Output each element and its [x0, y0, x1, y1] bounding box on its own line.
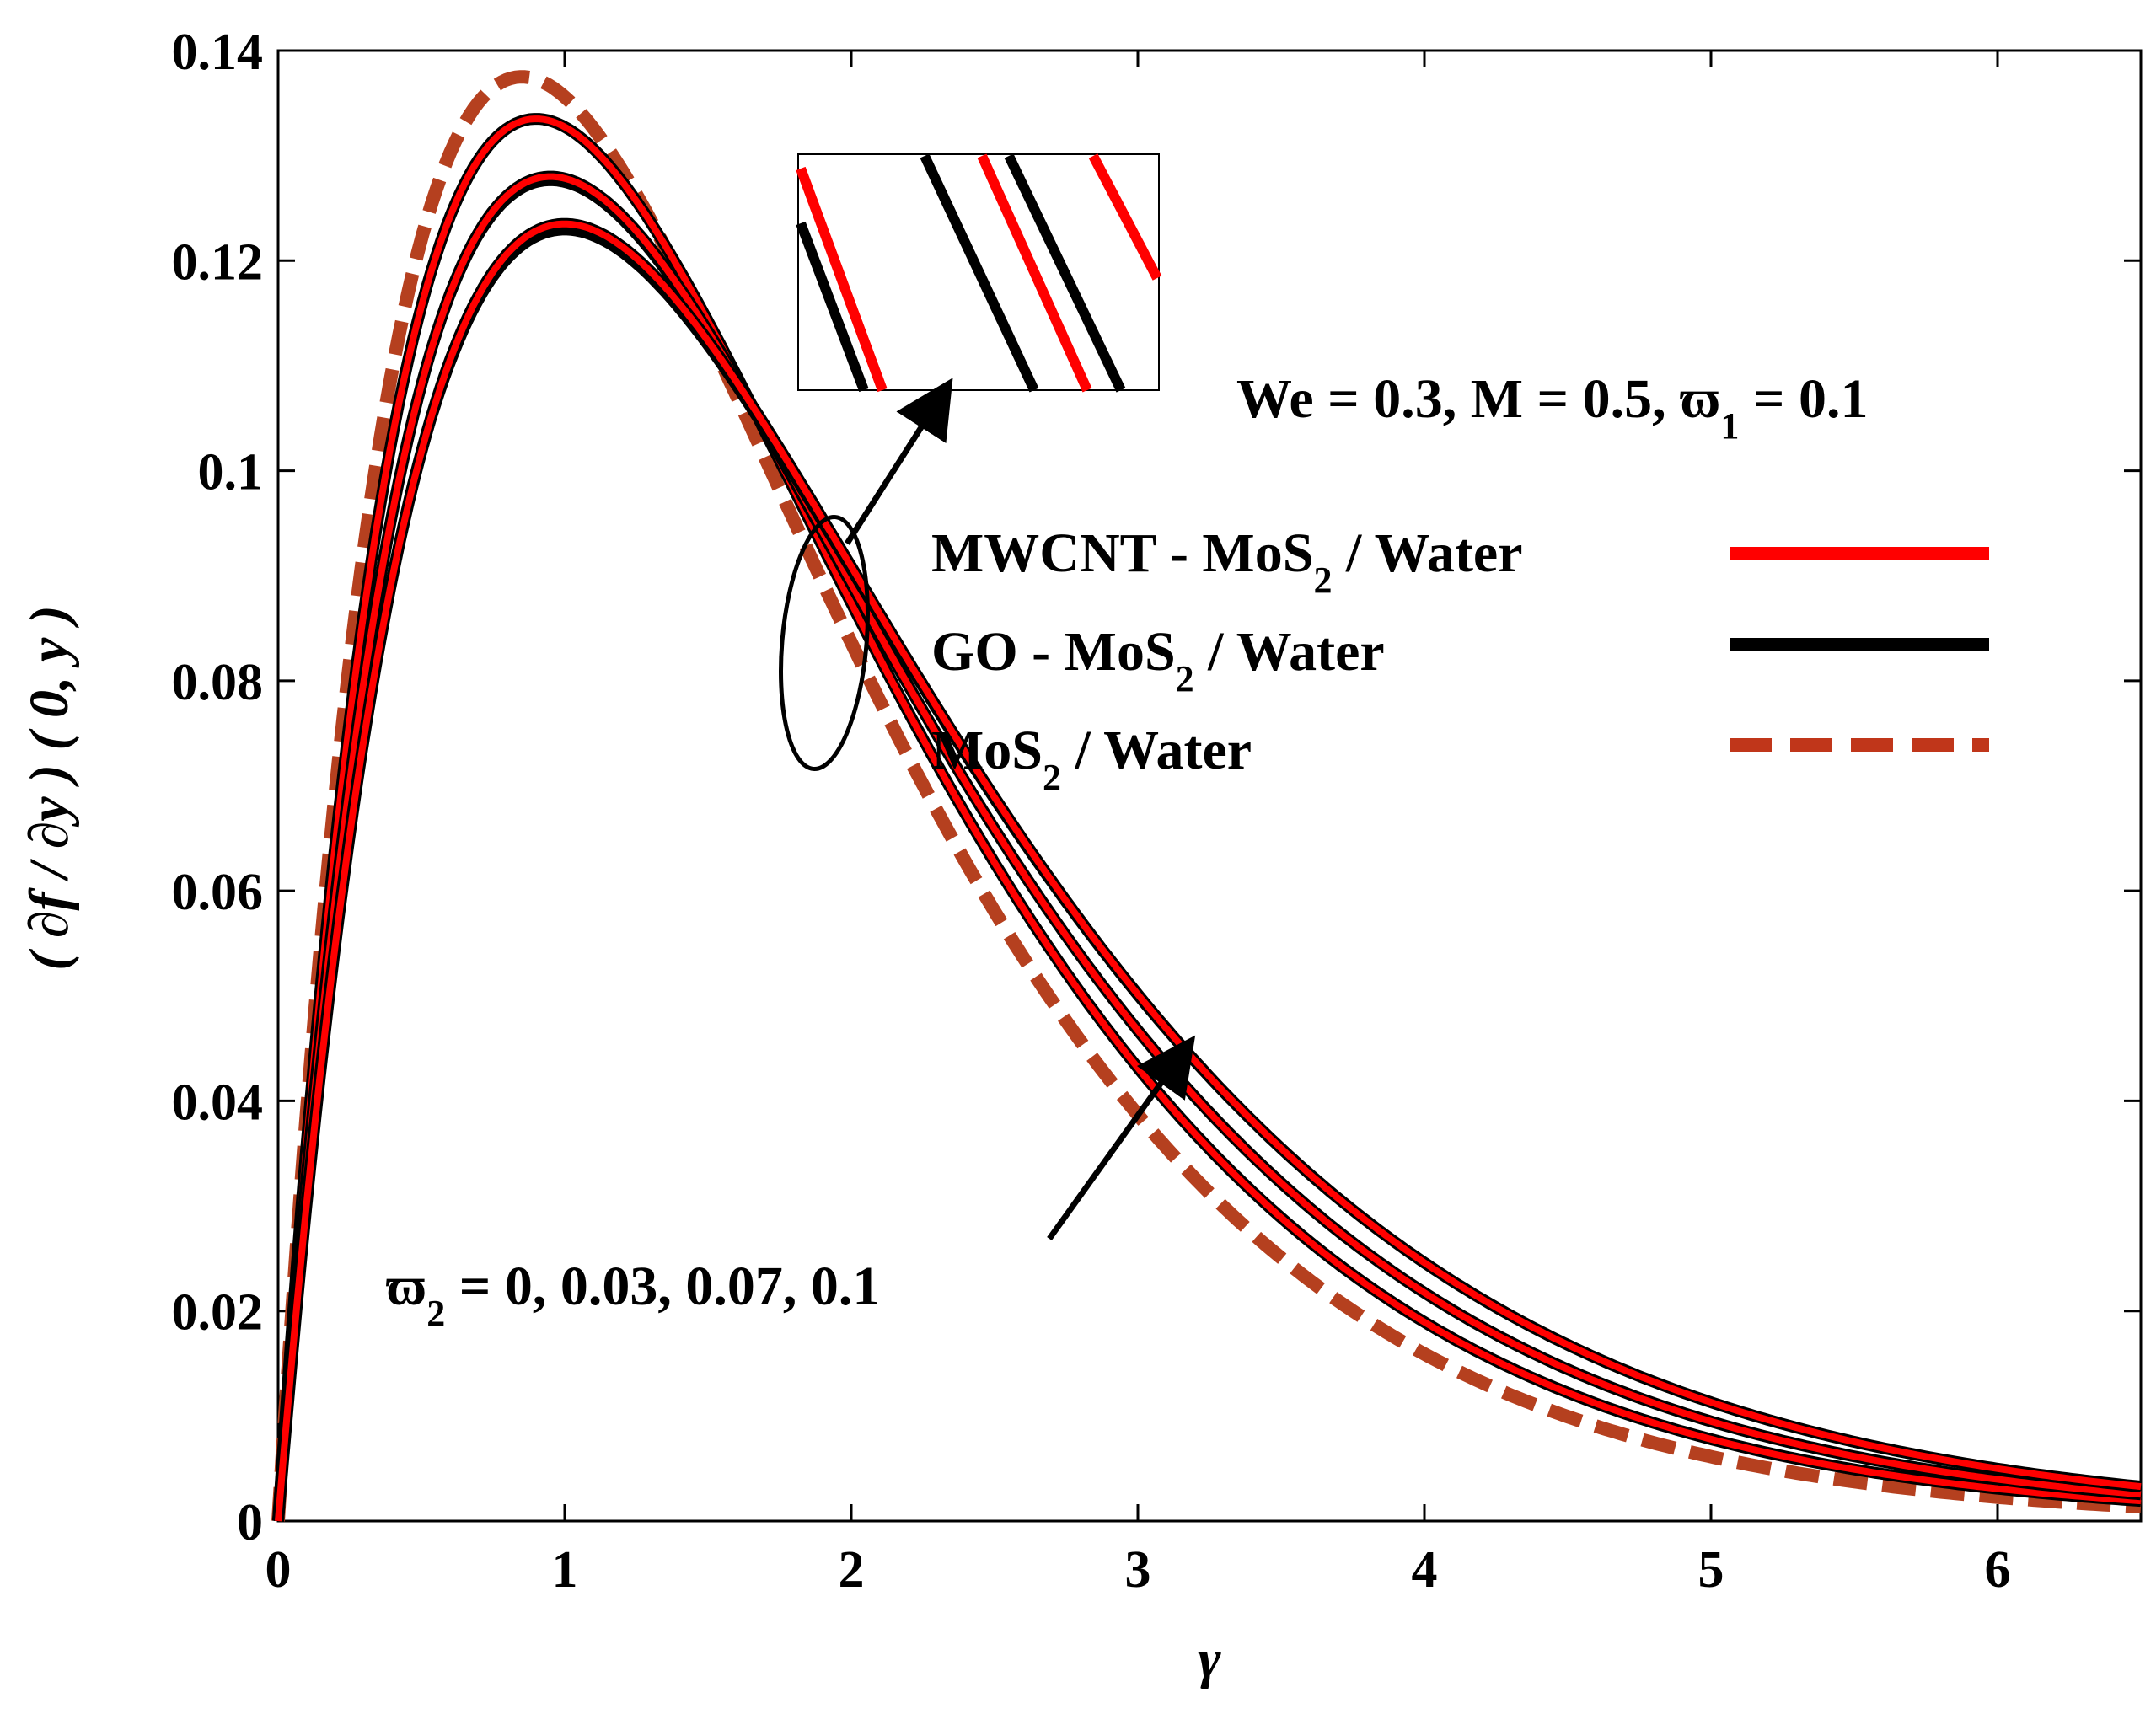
- sweep-suffix: = 0, 0.03, 0.07, 0.1: [445, 1256, 880, 1317]
- inset-line: [796, 221, 869, 393]
- y-axis-label: ( ∂f / ∂y ) ( 0, y ): [19, 605, 80, 971]
- inset-line: [1004, 153, 1126, 393]
- legend-label: MWCNT - MoS2 / Water: [931, 522, 1523, 601]
- legend-label-name: GO - MoS: [931, 621, 1176, 683]
- legend: MWCNT - MoS2 / Water GO - MoS2 / Water M…: [931, 522, 1989, 798]
- x-tick-label: 2: [839, 1541, 865, 1599]
- y-tick-label: 0.02: [172, 1284, 264, 1342]
- inset-line: [1088, 153, 1162, 281]
- parameters-symbol: ϖ: [1680, 368, 1720, 430]
- sweep-symbol: ϖ: [386, 1256, 426, 1317]
- y-tick-label: 0.1: [198, 444, 264, 501]
- legend-entry-go: GO - MoS2 / Water: [931, 621, 1989, 699]
- legend-label-tail: / Water: [1061, 720, 1252, 781]
- series-line: [271, 70, 2143, 1522]
- inset-pointer-arrow: [845, 378, 953, 545]
- legend-label: GO - MoS2 / Water: [931, 621, 1385, 699]
- x-tick-label: 0: [265, 1541, 292, 1599]
- sweep-annotation: ϖ2 = 0, 0.03, 0.07, 0.1: [386, 1256, 880, 1334]
- legend-label: MoS2 / Water: [931, 720, 1252, 798]
- x-tick-label: 5: [1698, 1541, 1724, 1599]
- inset-line: [977, 153, 1092, 393]
- series-line: [275, 220, 2142, 1522]
- x-tick-label: 4: [1412, 1541, 1438, 1599]
- x-tick-label: 6: [1985, 1541, 2011, 1599]
- y-tick-label: 0: [237, 1494, 263, 1551]
- legend-label-name: MWCNT - MoS: [931, 522, 1313, 584]
- series-layer: [271, 70, 2143, 1522]
- parameters-suffix: = 0.1: [1739, 368, 1868, 430]
- y-tick-label: 0.12: [172, 233, 264, 291]
- legend-entry-mwcnt: MWCNT - MoS2 / Water: [931, 522, 1989, 601]
- series-line: [275, 115, 2142, 1522]
- legend-label-name: MoS: [931, 720, 1043, 781]
- legend-label-tail: / Water: [1194, 621, 1385, 683]
- x-tick-label: 3: [1125, 1541, 1151, 1599]
- highlight-ellipse: [779, 515, 870, 771]
- x-tick-label: 1: [552, 1541, 578, 1599]
- inset-line: [796, 166, 888, 393]
- parameters-subscript: 1: [1720, 405, 1739, 447]
- sweep-subscript: 2: [426, 1293, 445, 1334]
- legend-label-sub: 2: [1176, 658, 1194, 699]
- y-tick-label: 0.04: [172, 1074, 264, 1131]
- y-tick-label: 0.08: [172, 654, 264, 711]
- plot-area: [276, 49, 2143, 1523]
- y-tick-label: 0.14: [172, 24, 264, 81]
- inset-line: [920, 153, 1039, 393]
- parameters-annotation: We = 0.3, M = 0.5, ϖ1 = 0.1: [1236, 368, 1869, 447]
- legend-label-sub: 2: [1313, 560, 1332, 601]
- legend-entry-mos2: MoS2 / Water: [931, 720, 1989, 798]
- parameters-prefix: We = 0.3, M = 0.5,: [1236, 368, 1680, 430]
- legend-label-tail: / Water: [1332, 522, 1522, 584]
- inset-zoom: [796, 153, 1162, 393]
- sweep-arrow: [1047, 1035, 1196, 1241]
- y-axis: 0 0.02 0.04 0.06 0.08 0.1 0.12 0.14: [172, 24, 2141, 1551]
- y-tick-label: 0.06: [172, 864, 264, 921]
- legend-label-sub: 2: [1043, 757, 1061, 798]
- x-axis: 0 1 2 3 4 5 6: [265, 51, 2011, 1599]
- series-line: [275, 173, 2142, 1522]
- x-axis-label: γ: [1198, 1628, 1221, 1690]
